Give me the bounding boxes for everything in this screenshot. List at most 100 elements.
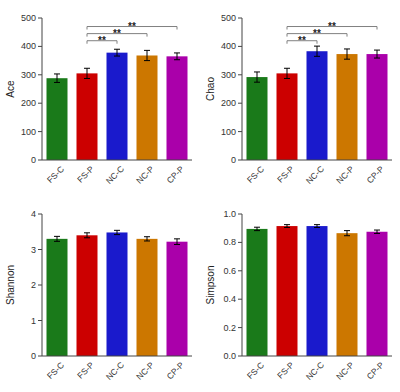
y-tick <box>238 131 242 132</box>
y-tick-label: 2 <box>31 280 36 290</box>
x-tick-label: FS-P <box>75 360 96 381</box>
bar <box>107 232 128 356</box>
bar <box>167 242 188 356</box>
error-stem <box>347 49 348 59</box>
error-cap <box>144 236 150 237</box>
error-cap <box>144 50 150 51</box>
error-cap <box>84 78 90 79</box>
y-tick-label: 100 <box>21 127 36 137</box>
error-bar <box>374 230 380 233</box>
error-bar <box>374 50 380 58</box>
error-bar <box>344 231 350 236</box>
error-cap <box>144 240 150 241</box>
error-stem <box>317 46 318 56</box>
error-cap <box>54 82 60 83</box>
error-bar <box>114 230 120 234</box>
y-tick <box>238 356 242 357</box>
y-tick <box>238 327 242 328</box>
x-tick-label: CP-P <box>365 360 387 382</box>
x-tick-label: NC-C <box>304 360 326 382</box>
error-bar <box>284 68 290 78</box>
y-tick-label: 0.6 <box>223 266 236 276</box>
y-tick <box>238 103 242 104</box>
y-tick <box>38 103 42 104</box>
significance-label: ** <box>98 35 106 46</box>
y-axis-line <box>242 214 243 356</box>
panel: 01234ShannonFS-CFS-PNC-CNC-PCP-P <box>5 209 193 382</box>
error-stem <box>287 68 288 78</box>
error-bar <box>254 72 260 82</box>
error-cap <box>114 230 120 231</box>
y-tick <box>38 249 42 250</box>
x-axis-line <box>42 160 192 161</box>
bar <box>337 233 358 356</box>
y-tick <box>238 46 242 47</box>
error-bar <box>174 53 180 60</box>
error-bar <box>254 227 260 230</box>
x-tick-label: CP-P <box>165 164 187 186</box>
error-stem <box>87 233 88 238</box>
bar <box>137 55 158 160</box>
y-tick-label: 0.8 <box>223 237 236 247</box>
error-stem <box>377 230 378 233</box>
x-axis-line <box>242 356 392 357</box>
y-tick <box>38 46 42 47</box>
error-stem <box>57 236 58 241</box>
error-stem <box>147 50 148 60</box>
bar <box>367 232 388 356</box>
x-axis-line <box>42 356 192 357</box>
error-cap <box>374 58 380 59</box>
x-tick-label: NC-P <box>134 164 156 186</box>
error-bar <box>144 50 150 60</box>
bar <box>77 235 98 356</box>
error-cap <box>84 237 90 238</box>
bar <box>307 51 328 160</box>
y-tick <box>38 214 42 215</box>
error-stem <box>257 72 258 82</box>
bar <box>307 226 328 356</box>
error-bar <box>84 68 90 78</box>
error-bar <box>84 233 90 238</box>
y-tick-label: 500 <box>221 13 236 23</box>
error-cap <box>254 82 260 83</box>
error-cap <box>344 235 350 236</box>
x-tick-label: CP-P <box>165 360 187 382</box>
y-tick <box>38 356 42 357</box>
error-cap <box>114 49 120 50</box>
y-axis-label: Simpson <box>205 266 216 305</box>
y-tick-label: 300 <box>221 70 236 80</box>
error-cap <box>114 56 120 57</box>
error-cap <box>284 224 290 225</box>
y-tick-label: 200 <box>221 98 236 108</box>
bar <box>247 229 268 356</box>
y-tick <box>238 242 242 243</box>
error-cap <box>374 230 380 231</box>
panel: 0100200300400500AceFS-CFS-PNC-CNC-PCP-P*… <box>5 13 193 186</box>
y-tick-label: 0 <box>31 155 36 165</box>
bar <box>47 239 68 356</box>
error-stem <box>257 227 258 230</box>
x-tick-label: NC-C <box>104 360 126 382</box>
y-axis-line <box>242 18 243 160</box>
error-bar <box>174 239 180 245</box>
significance-label: ** <box>313 28 321 39</box>
error-stem <box>117 230 118 234</box>
bar <box>367 54 388 160</box>
y-axis-label: Shannon <box>5 265 16 305</box>
x-tick-label: FS-C <box>245 360 266 381</box>
error-cap <box>314 224 320 225</box>
error-cap <box>284 68 290 69</box>
error-cap <box>344 59 350 60</box>
error-cap <box>144 60 150 61</box>
y-tick-label: 3 <box>31 245 36 255</box>
error-stem <box>177 53 178 60</box>
error-bar <box>314 225 320 228</box>
error-stem <box>347 231 348 236</box>
y-axis-label: Chao <box>205 77 216 101</box>
x-tick-label: NC-P <box>334 164 356 186</box>
error-stem <box>87 68 88 78</box>
figure: 0100200300400500AceFS-CFS-PNC-CNC-PCP-P*… <box>0 0 400 392</box>
y-tick <box>238 160 242 161</box>
error-bar <box>114 49 120 56</box>
y-tick <box>38 285 42 286</box>
